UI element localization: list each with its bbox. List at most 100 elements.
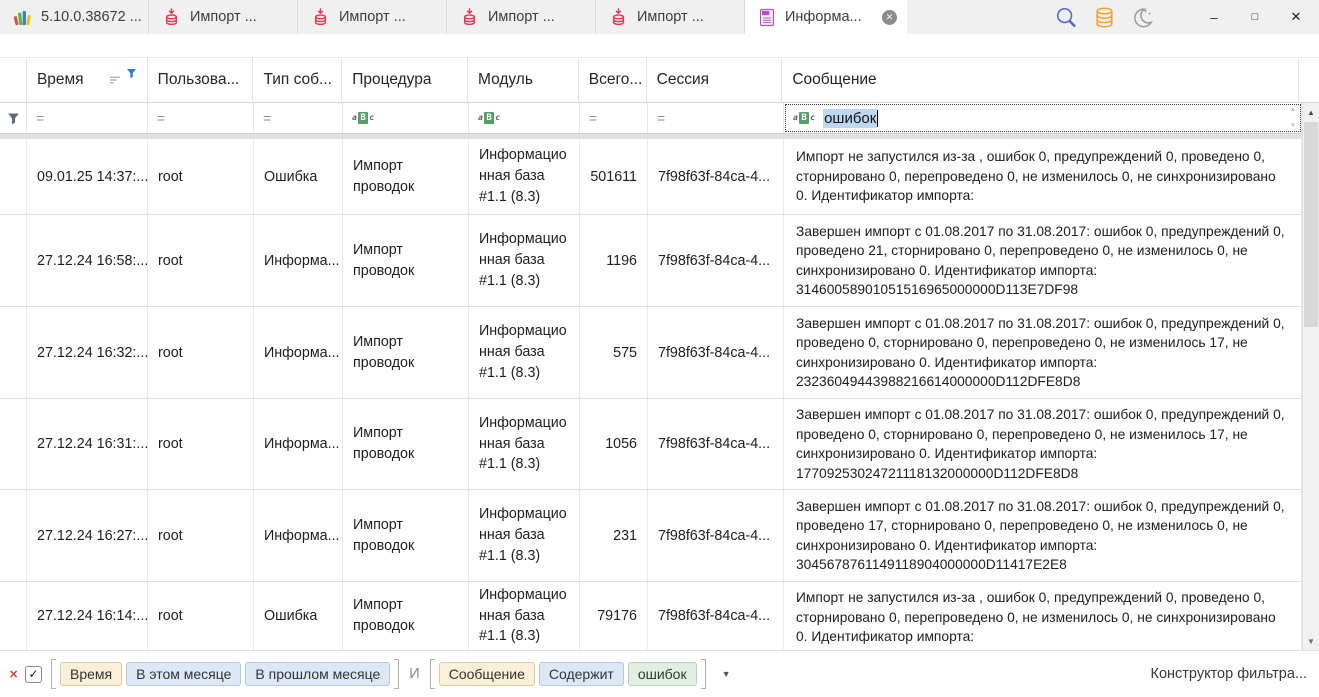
- cell-user[interactable]: root: [148, 399, 254, 489]
- cell-total[interactable]: 1196: [580, 215, 648, 306]
- chip-condition[interactable]: Содержит: [538, 662, 624, 686]
- table-row[interactable]: 27.12.24 16:31:... root Информа... Импорт п…: [0, 399, 1302, 490]
- cell-type[interactable]: Информа...: [254, 307, 343, 398]
- cell-user[interactable]: root: [148, 582, 254, 650]
- header-cell-total[interactable]: Всего...: [579, 58, 647, 102]
- filter-cell-type[interactable]: =: [254, 103, 343, 133]
- minimize-button[interactable]: –: [1210, 9, 1218, 25]
- table-row[interactable]: 27.12.24 16:32:... root Информа... Импорт п…: [0, 307, 1302, 399]
- header-cell-session[interactable]: Сессия: [647, 58, 783, 102]
- maximize-button[interactable]: □: [1251, 11, 1259, 23]
- vertical-scrollbar[interactable]: ▲ ▼: [1302, 103, 1319, 650]
- database-icon[interactable]: [1092, 5, 1117, 30]
- header-cell-module[interactable]: Модуль: [468, 58, 579, 102]
- filter-cell-time[interactable]: =: [27, 103, 148, 133]
- cell-user[interactable]: root: [148, 139, 254, 214]
- close-button[interactable]: ✕: [1290, 9, 1302, 24]
- cell-session[interactable]: 7f98f63f-84ca-4...: [648, 215, 784, 306]
- chip-condition[interactable]: В этом месяце: [126, 662, 242, 686]
- chip-field[interactable]: Сообщение: [438, 662, 535, 686]
- header-cell-time[interactable]: Время: [27, 58, 148, 102]
- spin-buttons[interactable]: ▲ ▼: [1290, 103, 1296, 133]
- tab-import-1[interactable]: Импорт ...: [149, 0, 298, 34]
- filter-builder-link[interactable]: Конструктор фильтра...: [1150, 666, 1307, 682]
- table-row[interactable]: 09.01.25 14:37:... root Ошибка Импорт прово…: [0, 139, 1302, 215]
- filter-cell-session[interactable]: =: [648, 103, 784, 133]
- chip-field[interactable]: Время: [60, 662, 123, 686]
- cell-time[interactable]: 27.12.24 16:14:...: [27, 582, 148, 650]
- scroll-thumb[interactable]: [1304, 122, 1318, 327]
- table-row[interactable]: 27.12.24 16:58:... root Информа... Импорт п…: [0, 215, 1302, 307]
- cell-module[interactable]: Информационная база #1.1 (8.3): [469, 399, 580, 489]
- cell-total[interactable]: 79176: [580, 582, 648, 650]
- tab-log[interactable]: Информа... ✕: [745, 0, 907, 34]
- search-icon[interactable]: [1054, 5, 1079, 30]
- spin-down-icon[interactable]: ▼: [1289, 121, 1296, 129]
- cell-module[interactable]: Информационная база #1.1 (8.3): [469, 307, 580, 398]
- cell-time[interactable]: 27.12.24 16:32:...: [27, 307, 148, 398]
- cell-procedure[interactable]: Импорт проводок: [343, 582, 469, 650]
- cell-message[interactable]: Завершен импорт с 01.08.2017 по 31.08.20…: [784, 215, 1302, 306]
- cell-module[interactable]: Информационная база #1.1 (8.3): [469, 490, 580, 581]
- filter-cell-user[interactable]: =: [148, 103, 254, 133]
- cell-user[interactable]: root: [148, 215, 254, 306]
- night-mode-icon[interactable]: [1130, 5, 1155, 30]
- cell-time[interactable]: 27.12.24 16:31:...: [27, 399, 148, 489]
- cell-module[interactable]: Информационная база #1.1 (8.3): [469, 215, 580, 306]
- cell-module[interactable]: Информационная база #1.1 (8.3): [469, 139, 580, 214]
- cell-session[interactable]: 7f98f63f-84ca-4...: [648, 139, 784, 214]
- table-row[interactable]: 27.12.24 16:27:... root Информа... Импорт п…: [0, 490, 1302, 582]
- header-cell-user[interactable]: Пользова...: [148, 58, 254, 102]
- cell-total[interactable]: 575: [580, 307, 648, 398]
- cell-session[interactable]: 7f98f63f-84ca-4...: [648, 307, 784, 398]
- cell-session[interactable]: 7f98f63f-84ca-4...: [648, 582, 784, 650]
- header-cell-message[interactable]: Сообщение: [782, 58, 1300, 102]
- cell-procedure[interactable]: Импорт проводок: [343, 215, 469, 306]
- cell-type[interactable]: Ошибка: [254, 139, 343, 214]
- cell-session[interactable]: 7f98f63f-84ca-4...: [648, 490, 784, 581]
- filter-active-icon[interactable]: [126, 68, 137, 79]
- cell-module[interactable]: Информационная база #1.1 (8.3): [469, 582, 580, 650]
- cell-type[interactable]: Ошибка: [254, 582, 343, 650]
- filter-cell-total[interactable]: =: [580, 103, 648, 133]
- cell-total[interactable]: 231: [580, 490, 648, 581]
- cell-type[interactable]: Информа...: [254, 490, 343, 581]
- tab-close-icon[interactable]: ✕: [882, 9, 897, 25]
- filter-funnel-icon[interactable]: [0, 103, 27, 133]
- cell-total[interactable]: 1056: [580, 399, 648, 489]
- cell-time[interactable]: 27.12.24 16:27:...: [27, 490, 148, 581]
- cell-message[interactable]: Завершен импорт с 01.08.2017 по 31.08.20…: [784, 307, 1302, 398]
- scroll-up-icon[interactable]: ▲: [1307, 107, 1315, 117]
- tab-import-3[interactable]: Импорт ...: [447, 0, 596, 34]
- table-row[interactable]: 27.12.24 16:14:... root Ошибка Импорт прово…: [0, 582, 1302, 650]
- message-filter-input[interactable]: ошибок: [823, 108, 878, 128]
- cell-type[interactable]: Информа...: [254, 215, 343, 306]
- filter-enabled-checkbox[interactable]: ✓: [25, 665, 42, 683]
- chip-condition[interactable]: В прошлом месяце: [245, 662, 391, 686]
- cell-session[interactable]: 7f98f63f-84ca-4...: [648, 399, 784, 489]
- cell-message[interactable]: Завершен импорт с 01.08.2017 по 31.08.20…: [784, 399, 1302, 489]
- cell-procedure[interactable]: Импорт проводок: [343, 139, 469, 214]
- scroll-down-icon[interactable]: ▼: [1307, 636, 1315, 646]
- cell-procedure[interactable]: Импорт проводок: [343, 399, 469, 489]
- cell-type[interactable]: Информа...: [254, 399, 343, 489]
- cell-user[interactable]: root: [148, 307, 254, 398]
- cell-total[interactable]: 501611: [580, 139, 648, 214]
- header-cell-procedure[interactable]: Процедура: [342, 58, 468, 102]
- cell-message[interactable]: Импорт не запустился из-за , ошибок 0, п…: [784, 139, 1302, 214]
- tab-import-4[interactable]: Импорт ...: [596, 0, 745, 34]
- cell-user[interactable]: root: [148, 490, 254, 581]
- header-cell-type[interactable]: Тип соб...: [253, 58, 343, 102]
- tab-app[interactable]: 5.10.0.38672 ...: [0, 0, 149, 34]
- cell-message[interactable]: Завершен импорт с 01.08.2017 по 31.08.20…: [784, 490, 1302, 581]
- cell-time[interactable]: 09.01.25 14:37:...: [27, 139, 148, 214]
- cell-procedure[interactable]: Импорт проводок: [343, 307, 469, 398]
- chip-value[interactable]: ошибок: [627, 662, 697, 686]
- spin-up-icon[interactable]: ▲: [1289, 106, 1296, 113]
- cell-message[interactable]: Импорт не запустился из-за , ошибок 0, п…: [784, 582, 1302, 650]
- tab-import-2[interactable]: Импорт ...: [298, 0, 447, 34]
- filter-dropdown-icon[interactable]: ▼: [721, 669, 731, 679]
